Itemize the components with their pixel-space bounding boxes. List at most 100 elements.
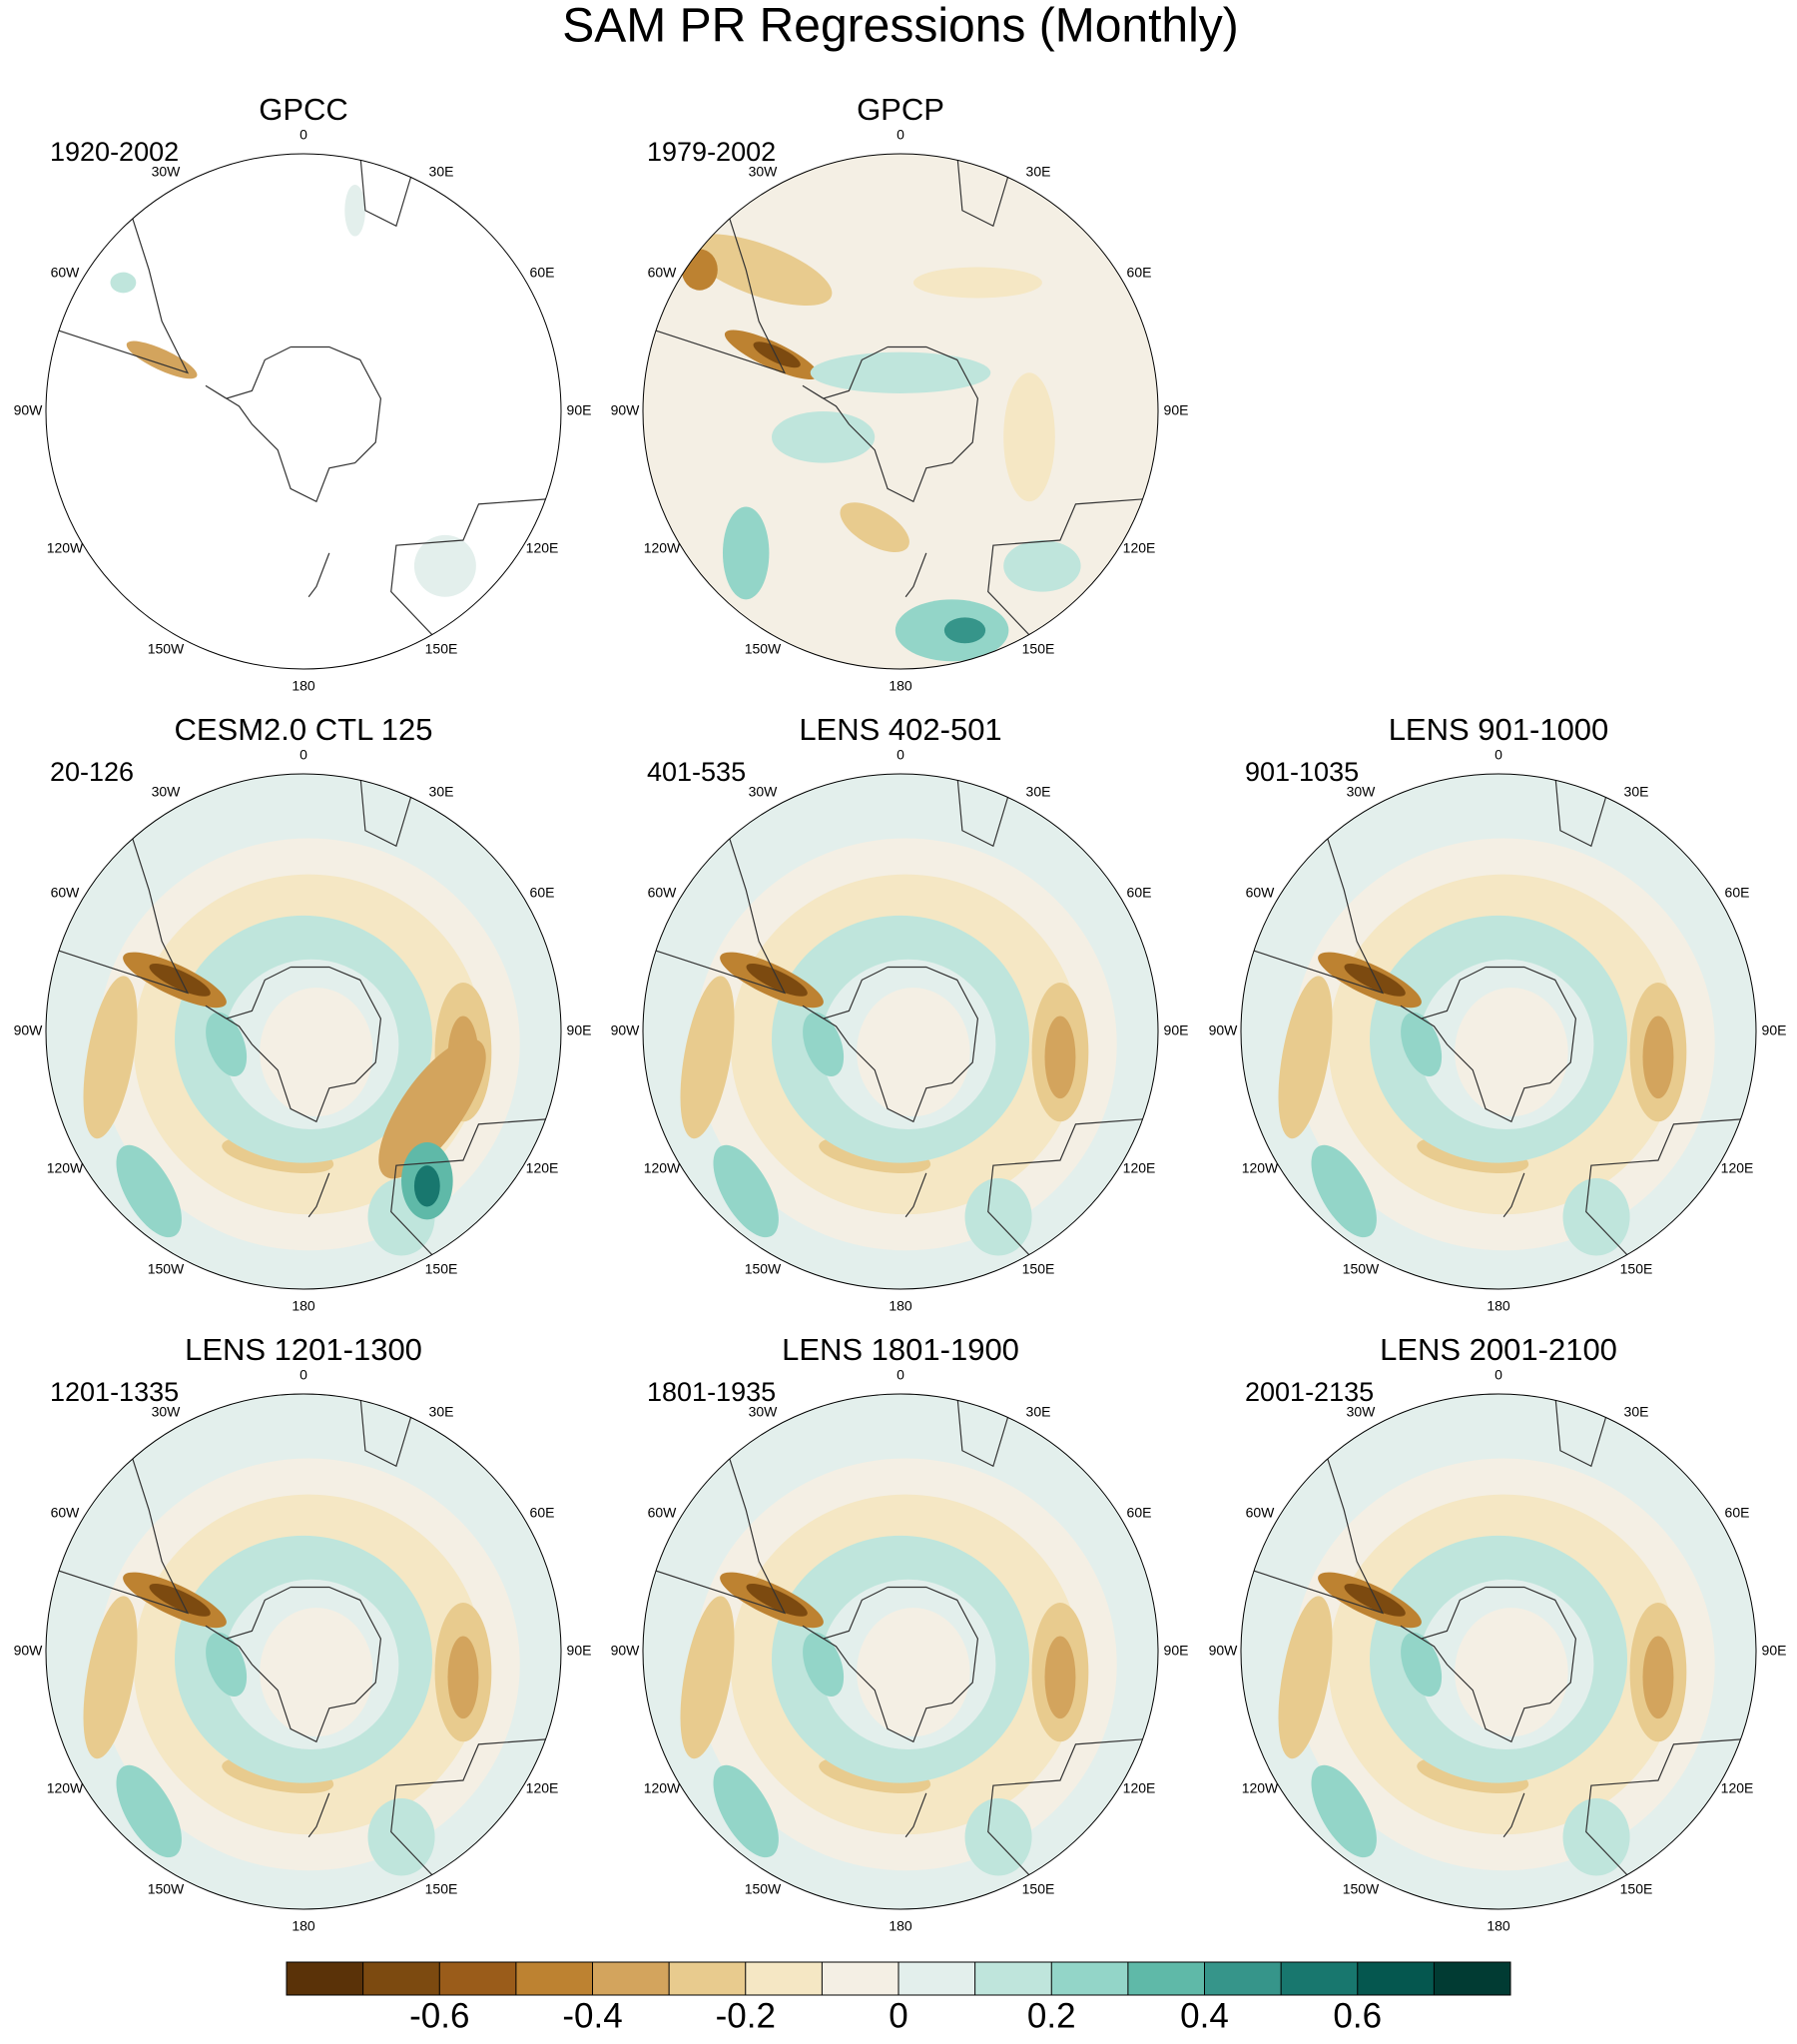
coastline xyxy=(802,1586,979,1743)
longitude-label: 60E xyxy=(1725,885,1750,901)
longitude-label: 120W xyxy=(47,540,84,556)
panel-period: 901-1035 xyxy=(1245,757,1359,787)
longitude-label: 90W xyxy=(14,402,44,418)
coastline xyxy=(390,1738,549,1889)
coastline xyxy=(205,966,382,1123)
field-contour xyxy=(413,1165,440,1207)
longitude-label: 30E xyxy=(1624,784,1649,800)
field-contour xyxy=(1278,1596,1333,1759)
longitude-label: 180 xyxy=(1487,1298,1510,1314)
longitude-label: 60W xyxy=(648,885,678,901)
panel-period: 1201-1335 xyxy=(50,1377,179,1407)
longitude-label: 90E xyxy=(567,1022,592,1038)
longitude-label: 150E xyxy=(425,641,458,657)
longitude-label: 150E xyxy=(425,1261,458,1277)
longitude-label: 90W xyxy=(611,1022,641,1038)
field-contour xyxy=(447,1636,479,1719)
longitude-label: 30W xyxy=(749,1404,779,1420)
map-field xyxy=(46,154,561,669)
field-contour xyxy=(1562,1178,1630,1256)
colorbar-box xyxy=(1357,1962,1435,1995)
longitude-label: 120E xyxy=(526,540,559,556)
field-contour xyxy=(1003,372,1055,502)
coastline xyxy=(307,552,330,598)
colorbar-tick-label: 0 xyxy=(889,1996,907,2035)
panel-title: LENS 402-501 xyxy=(799,712,1001,747)
panel-period: 2001-2135 xyxy=(1245,1377,1374,1407)
map-border xyxy=(642,1393,1159,1910)
longitude-label: 150W xyxy=(745,641,782,657)
longitude-label: 120W xyxy=(47,1160,84,1176)
longitude-label: 0 xyxy=(897,127,904,143)
field-base xyxy=(643,154,1158,669)
field-contour xyxy=(1455,1608,1568,1737)
longitude-label: 150W xyxy=(745,1261,782,1277)
figure-title: SAM PR Regressions (Monthly) xyxy=(562,0,1239,53)
field-contour xyxy=(1044,1636,1076,1719)
longitude-label: 0 xyxy=(300,127,307,143)
field-base xyxy=(46,154,561,669)
longitude-label: 90W xyxy=(611,402,641,418)
field-contour xyxy=(1455,988,1568,1117)
field-contour xyxy=(1401,1632,1443,1698)
map-field xyxy=(1241,774,1756,1289)
colorbar-box xyxy=(439,1962,516,1995)
map-field xyxy=(46,774,561,1289)
panel-period: 20-126 xyxy=(50,757,134,787)
field-contour xyxy=(1344,1584,1406,1617)
coastline xyxy=(46,205,190,374)
field-contour xyxy=(260,1608,373,1737)
map-border xyxy=(642,153,1159,670)
longitude-label: 150W xyxy=(745,1881,782,1897)
map-border xyxy=(45,773,562,1290)
field-contour xyxy=(685,234,833,306)
colorbar-tick-label: 0.6 xyxy=(1333,1996,1382,2035)
colorbar-frame xyxy=(286,1961,1511,1996)
field-contour xyxy=(713,1144,779,1238)
longitude-label: 120E xyxy=(1123,540,1156,556)
coastline xyxy=(956,154,1009,228)
longitude-label: 180 xyxy=(1487,1918,1510,1934)
longitude-label: 90E xyxy=(1164,1643,1189,1659)
field-contour xyxy=(1562,1798,1630,1876)
map-field xyxy=(643,774,1158,1289)
field-contour xyxy=(149,964,211,997)
longitude-label: 30W xyxy=(152,164,182,180)
field-contour xyxy=(857,1608,970,1737)
longitude-label: 120E xyxy=(1721,1160,1754,1176)
longitude-label: 30E xyxy=(1624,1404,1649,1420)
field-contour xyxy=(1003,540,1081,592)
coastline xyxy=(390,1118,549,1269)
longitude-label: 60W xyxy=(51,1505,81,1521)
colorbar-tick-label: 0.4 xyxy=(1180,1996,1229,2035)
colorbar-box xyxy=(1281,1962,1358,1995)
longitude-label: 90E xyxy=(1762,1022,1787,1038)
coastline xyxy=(987,498,1146,649)
longitude-label: 150W xyxy=(1343,1261,1380,1277)
field-contour xyxy=(206,1012,248,1077)
field-contour xyxy=(1044,1016,1076,1099)
longitude-label: 120W xyxy=(644,1160,681,1176)
coastline xyxy=(359,774,412,848)
field-contour xyxy=(943,617,986,644)
coastline xyxy=(359,1394,412,1468)
panel-period: 1801-1935 xyxy=(647,1377,776,1407)
longitude-label: 30E xyxy=(1026,1404,1051,1420)
field-contour xyxy=(753,341,801,368)
coastline xyxy=(46,825,190,995)
longitude-label: 180 xyxy=(889,678,912,694)
map-border xyxy=(45,153,562,670)
field-contour xyxy=(912,267,1042,299)
colorbar-box xyxy=(1127,1962,1205,1995)
longitude-label: 0 xyxy=(897,747,904,763)
field-contour xyxy=(116,1764,182,1858)
field-contour xyxy=(857,988,970,1117)
colorbar-box xyxy=(515,1962,593,1995)
longitude-label: 30W xyxy=(749,164,779,180)
longitude-label: 90E xyxy=(1762,1643,1787,1659)
longitude-label: 150E xyxy=(1022,1881,1055,1897)
longitude-label: 0 xyxy=(897,1367,904,1383)
longitude-label: 150E xyxy=(1620,1261,1653,1277)
